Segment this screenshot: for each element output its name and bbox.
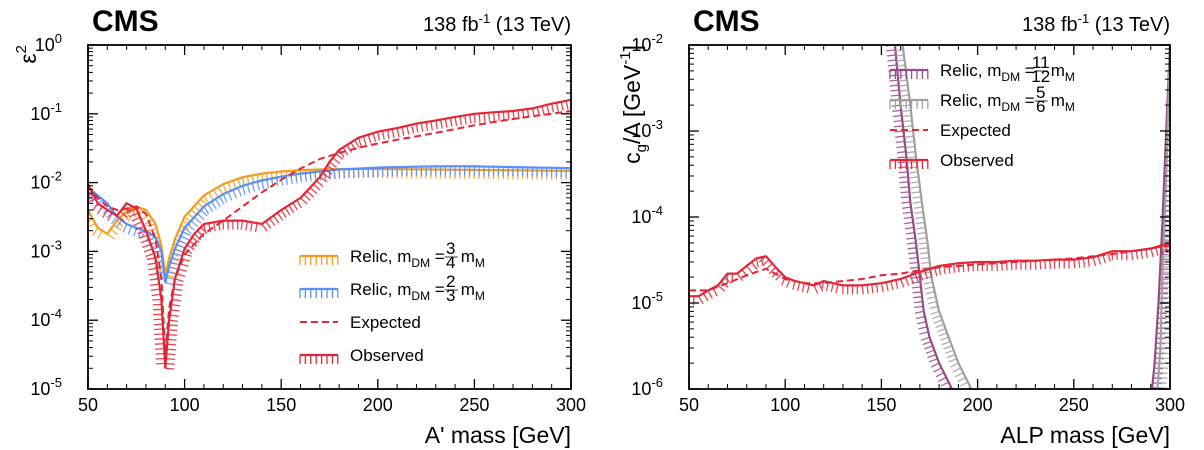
panel-left: 50 100 150 200 250 300 10-5 10-4 10-3 10-2 10-1 100… xyxy=(13,5,586,448)
experiment-label: CMS xyxy=(92,5,159,38)
x-tick-label: 50 xyxy=(78,395,98,415)
series-1-line xyxy=(1156,45,1170,389)
y-tick-label: 10-3 xyxy=(631,117,663,141)
x-tick-label: 250 xyxy=(459,395,489,415)
experiment-label: CMS xyxy=(693,5,760,38)
luminosity-label: 138 fb-1 (13 TeV) xyxy=(1022,11,1170,36)
legend-label-tail: mM xyxy=(1051,91,1075,114)
y-axis: 10-6 10-5 10-4 10-3 10-2 xyxy=(631,31,1170,399)
y-tick-label: 10-4 xyxy=(631,203,663,227)
legend-frac-den: 6 xyxy=(1036,97,1045,116)
x-axis: 50 100 150 200 250 300 xyxy=(78,45,586,415)
legend-label: Relic, mDM = xyxy=(940,91,1035,114)
legend-swatch-hatch xyxy=(889,70,929,79)
x-tick-label: 300 xyxy=(1155,395,1185,415)
legend-swatch-hatch xyxy=(299,256,339,265)
x-tick-label: 250 xyxy=(1059,395,1089,415)
legend-label: Expected xyxy=(350,313,421,332)
x-tick-label: 200 xyxy=(363,395,393,415)
legend-frac-den: 12 xyxy=(1031,67,1050,86)
x-tick-label: 100 xyxy=(770,395,800,415)
legend-item: Observed xyxy=(889,151,1014,170)
legend-item: Relic, mDM = 56 mM xyxy=(889,83,1075,116)
series-0-hatch xyxy=(88,168,567,278)
series-0-line xyxy=(88,167,571,276)
y-axis-label: cg/Λ [GeV-1] xyxy=(617,45,650,164)
legend-label: Expected xyxy=(940,121,1011,140)
x-axis-label: ALP mass [GeV] xyxy=(1000,422,1170,448)
x-tick-label: 50 xyxy=(679,395,699,415)
series-3-line xyxy=(88,98,571,369)
legend-item: Relic, mDM = 34 mM xyxy=(299,239,485,272)
y-axis: 10-5 10-4 10-3 10-2 10-1 100 xyxy=(30,31,571,399)
series-0-line xyxy=(893,45,954,389)
legend-label: Relic, mDM = xyxy=(350,280,445,303)
x-tick-label: 150 xyxy=(866,395,896,415)
x-tick-label: 300 xyxy=(556,395,586,415)
x-tick-label: 200 xyxy=(963,395,993,415)
y-tick-label: 100 xyxy=(35,31,62,55)
x-axis: 50 100 150 200 250 300 xyxy=(679,45,1185,415)
legend-frac-num: 2 xyxy=(446,272,455,291)
y-tick-label: 10-2 xyxy=(30,169,62,193)
legend-swatch-hatch xyxy=(889,160,929,169)
y-tick-label: 10-5 xyxy=(631,289,663,313)
legend-label: Relic, mDM = xyxy=(940,61,1035,84)
series-3-hatch xyxy=(88,100,569,370)
luminosity-label: 138 fb-1 (13 TeV) xyxy=(423,11,571,36)
panel-right: 50 100 150 200 250 300 10-6 10-5 10-4 10-3 10-2 ALP… xyxy=(617,5,1185,448)
y-tick-label: 10-2 xyxy=(631,31,663,55)
legend-swatch-hatch xyxy=(299,289,339,298)
x-axis-label: A' mass [GeV] xyxy=(425,422,571,448)
plot-area xyxy=(88,98,571,370)
y-tick-label: 10-1 xyxy=(30,100,62,124)
legend-swatch-hatch xyxy=(889,100,929,109)
legend-frac-den: 3 xyxy=(446,286,455,305)
legend-swatch-hatch xyxy=(299,355,339,364)
y-tick-label: 10-5 xyxy=(30,375,62,399)
series-3-line xyxy=(689,241,1170,298)
x-tick-label: 150 xyxy=(266,395,296,415)
series-2-line xyxy=(88,110,571,357)
legend-label-tail: mM xyxy=(1051,61,1075,84)
legend-frac-den: 4 xyxy=(446,253,455,272)
y-tick-label: 10-3 xyxy=(30,237,62,261)
plot-frame xyxy=(87,44,572,390)
legend-label: Relic, mDM = xyxy=(350,247,445,270)
y-tick-label: 10-6 xyxy=(631,375,663,399)
legend-label-tail: mM xyxy=(461,280,485,303)
series-1-line xyxy=(88,165,571,284)
legend-frac-num: 3 xyxy=(446,239,455,258)
y-axis-label: ε2 xyxy=(13,45,41,64)
legend-label: Observed xyxy=(350,346,424,365)
legend-item: Observed xyxy=(299,346,424,365)
legend-item: Expected xyxy=(300,313,421,332)
legend-item: Relic, mDM = 23 mM xyxy=(299,272,485,305)
series-3-hatch xyxy=(689,244,1169,306)
legend-label-tail: mM xyxy=(461,247,485,270)
legend-label: Observed xyxy=(940,151,1014,170)
x-tick-label: 100 xyxy=(170,395,200,415)
plot-area xyxy=(689,45,1170,389)
series-1-hatch xyxy=(88,166,567,286)
legend-item: Expected xyxy=(890,121,1011,140)
legend-frac-num: 5 xyxy=(1036,83,1045,102)
y-tick-label: 10-4 xyxy=(30,306,62,330)
legend-frac-num: 11 xyxy=(1032,53,1050,72)
